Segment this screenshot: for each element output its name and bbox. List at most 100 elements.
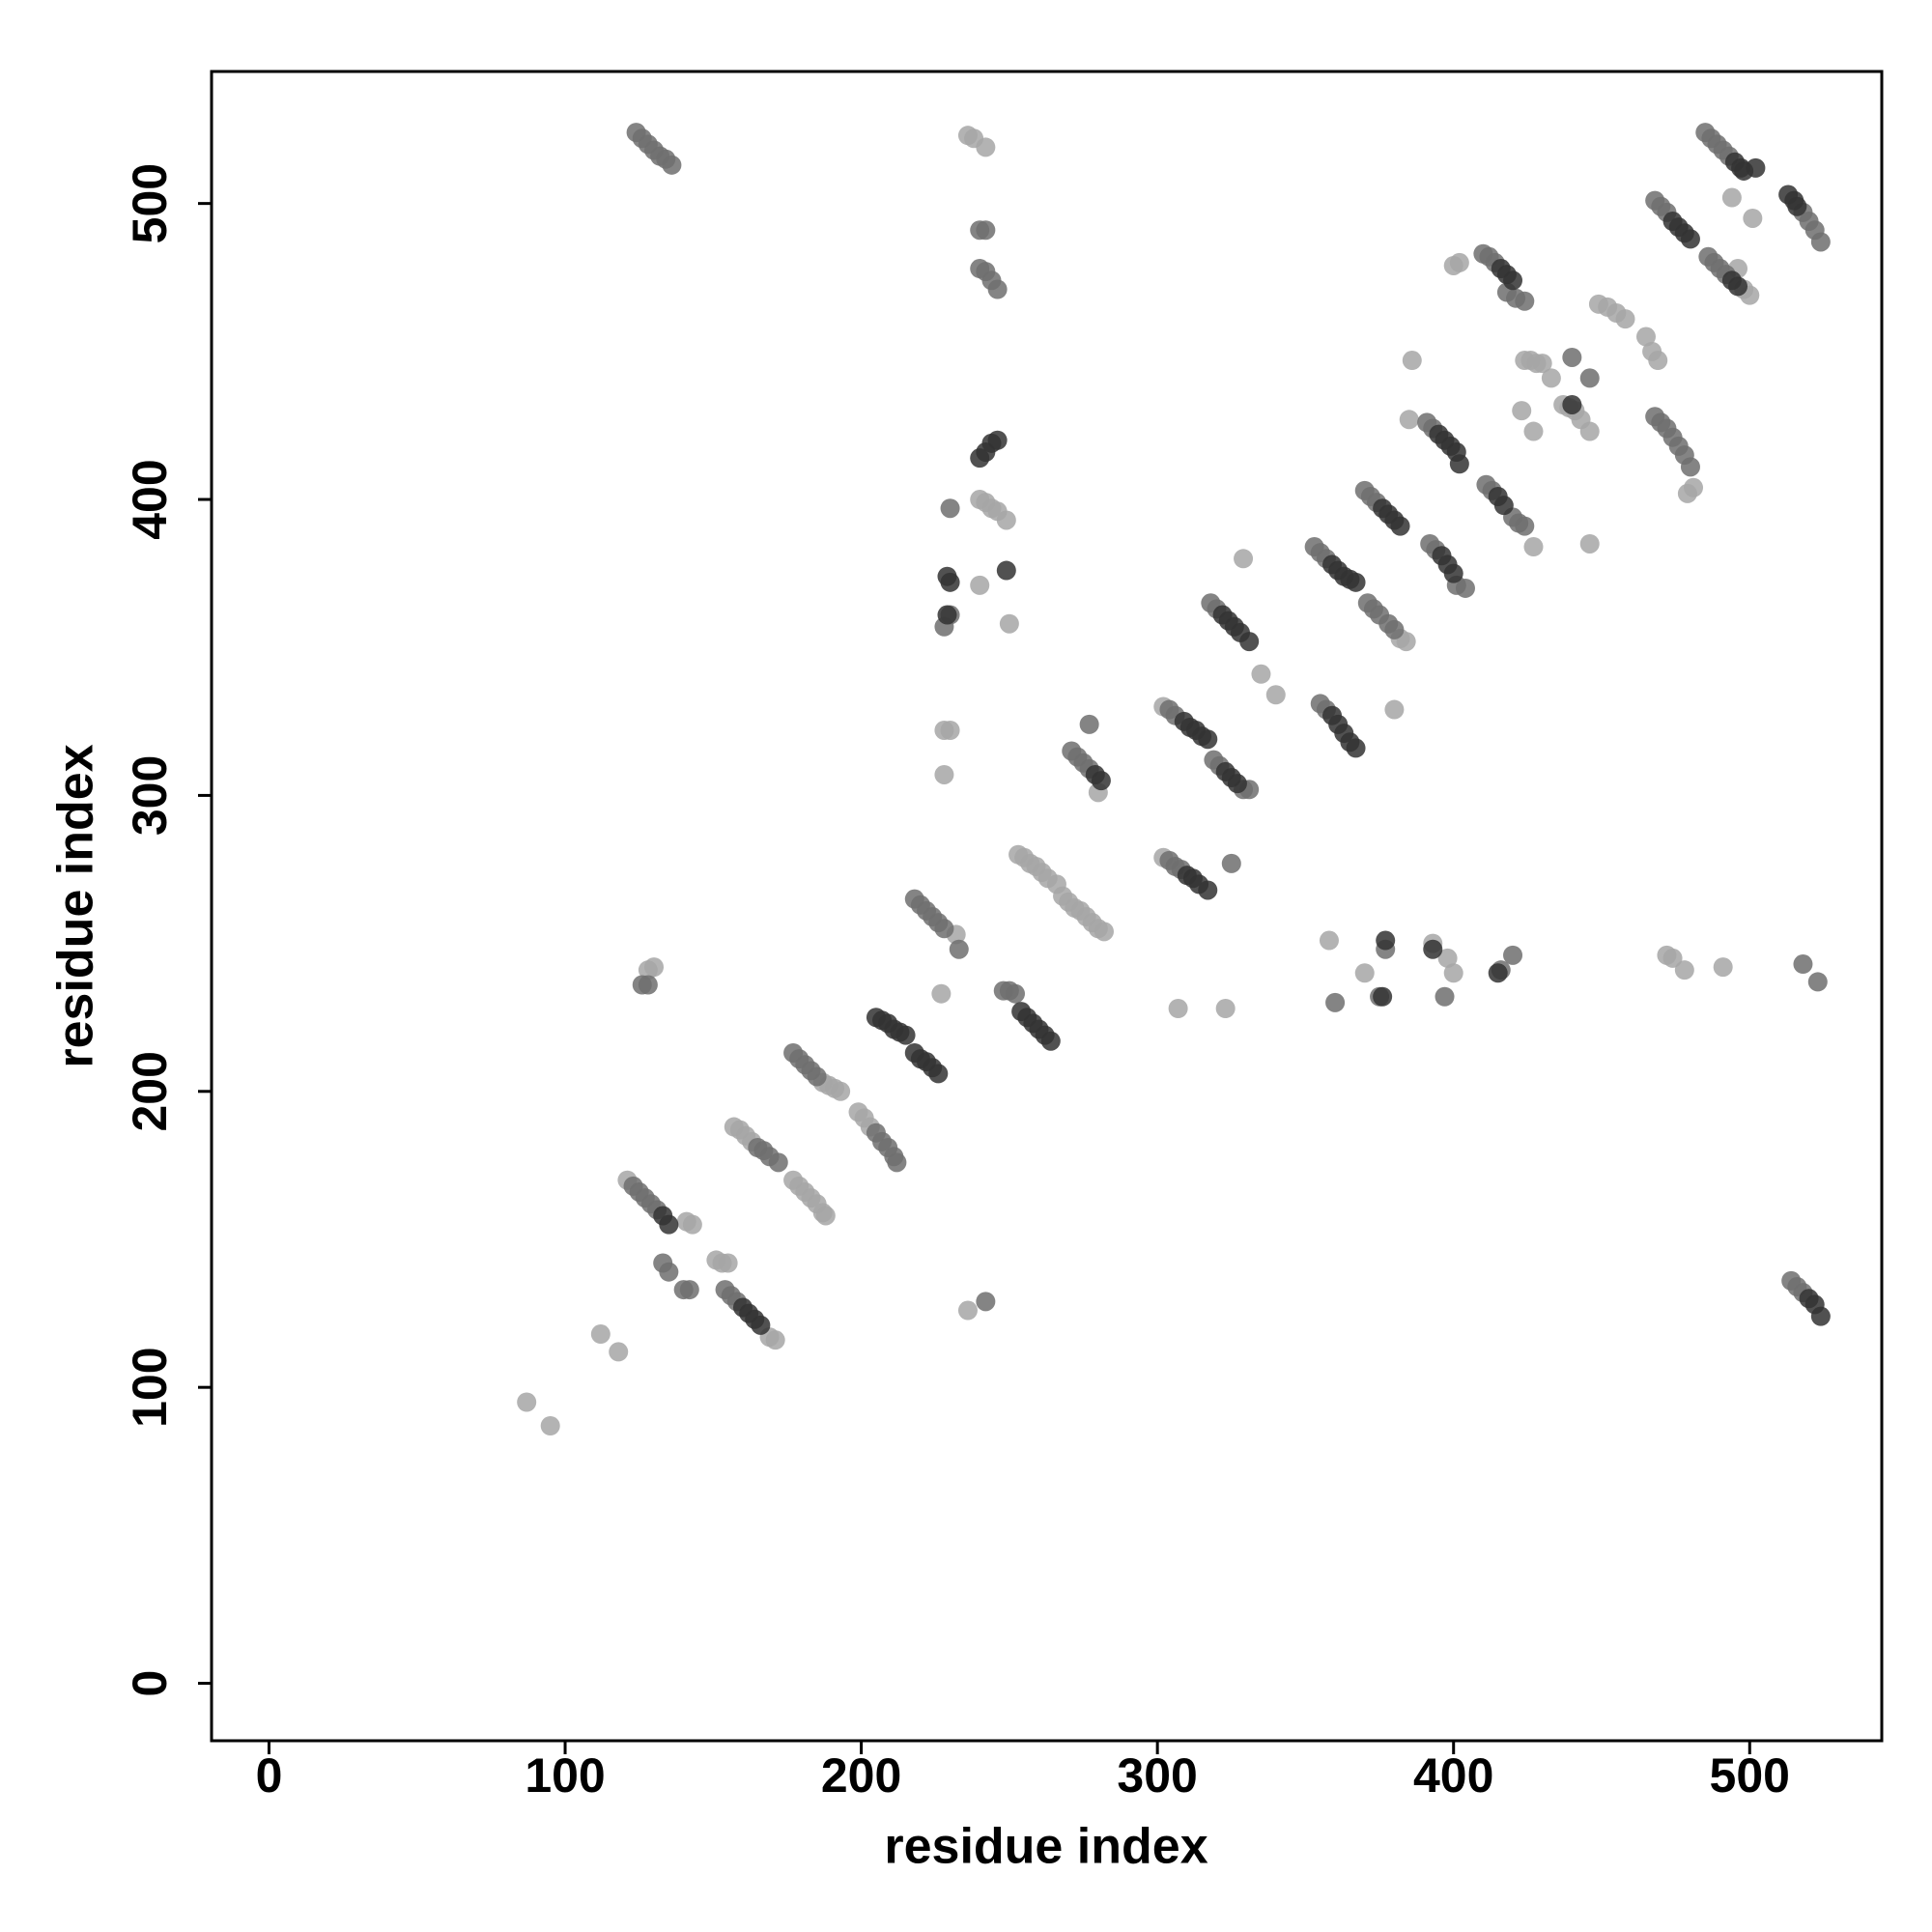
point — [940, 721, 960, 741]
x-tick-label: 0 — [256, 1748, 283, 1803]
point — [1040, 1031, 1061, 1051]
plot-frame — [210, 70, 1884, 1743]
point — [1648, 351, 1668, 371]
point — [1094, 922, 1114, 942]
point — [1006, 983, 1026, 1004]
point — [1793, 954, 1813, 975]
point — [976, 220, 996, 241]
point — [1091, 771, 1111, 791]
point — [1443, 963, 1463, 983]
point — [999, 613, 1019, 634]
point — [1493, 496, 1514, 516]
point — [768, 1152, 788, 1173]
point — [970, 575, 990, 595]
point — [1541, 368, 1561, 388]
point — [1713, 957, 1733, 978]
point — [1390, 516, 1410, 536]
y-tick-label: 100 — [123, 1347, 177, 1427]
point — [1449, 454, 1469, 474]
point — [1399, 410, 1419, 430]
point — [1674, 960, 1694, 980]
point — [1810, 232, 1831, 252]
point — [957, 1300, 978, 1321]
point — [673, 1280, 694, 1300]
point — [1402, 351, 1422, 371]
point — [940, 572, 960, 592]
point — [1079, 714, 1099, 734]
point — [976, 137, 996, 157]
point — [1523, 421, 1544, 441]
point — [1435, 986, 1455, 1007]
point — [937, 605, 957, 625]
point — [1488, 963, 1508, 983]
point — [1384, 619, 1405, 639]
point — [1662, 948, 1683, 968]
point — [676, 1211, 696, 1232]
point — [659, 1214, 679, 1235]
point — [887, 1152, 907, 1173]
point — [765, 1330, 785, 1350]
point — [1503, 945, 1523, 965]
point — [1437, 948, 1458, 968]
point — [1680, 457, 1700, 477]
point — [1512, 401, 1532, 421]
point — [1198, 729, 1218, 750]
point — [1396, 632, 1416, 652]
point — [1579, 421, 1600, 441]
point — [1455, 578, 1475, 598]
point — [662, 155, 682, 175]
point — [1198, 880, 1218, 900]
point — [1615, 309, 1635, 329]
point — [934, 764, 954, 784]
point — [1227, 774, 1247, 794]
point — [1562, 394, 1582, 414]
point — [934, 919, 954, 939]
point — [931, 983, 952, 1004]
point — [996, 560, 1016, 581]
y-tick-label: 300 — [123, 755, 177, 836]
x-tick-label: 200 — [821, 1748, 901, 1803]
point — [815, 1206, 836, 1226]
point — [1787, 196, 1807, 216]
point — [928, 1064, 949, 1084]
point — [609, 1342, 629, 1362]
point — [1443, 563, 1463, 583]
y-tick-label: 0 — [123, 1670, 177, 1697]
point — [1579, 533, 1600, 554]
point — [1346, 572, 1366, 592]
point — [1423, 939, 1443, 959]
point — [751, 1315, 771, 1335]
point — [1239, 632, 1260, 652]
point — [1221, 853, 1241, 873]
point — [1215, 999, 1236, 1019]
point — [807, 1066, 827, 1087]
point — [1810, 1306, 1831, 1326]
point — [1515, 291, 1535, 311]
point — [1234, 549, 1254, 569]
point — [1721, 187, 1742, 208]
point — [1325, 992, 1346, 1012]
point — [1515, 516, 1535, 536]
point — [1373, 986, 1393, 1007]
point — [1503, 270, 1523, 291]
y-axis-label: residue index — [48, 744, 104, 1067]
x-axis-label: residue index — [884, 1819, 1208, 1875]
point — [644, 957, 665, 978]
y-tick-label: 400 — [123, 459, 177, 539]
point — [1376, 930, 1396, 951]
point — [540, 1416, 560, 1436]
point — [517, 1392, 537, 1412]
point — [987, 430, 1008, 450]
point — [638, 975, 658, 995]
point — [1532, 354, 1552, 374]
point — [1728, 276, 1748, 297]
point — [1449, 252, 1469, 272]
point — [1319, 930, 1339, 951]
point — [1746, 157, 1766, 178]
point — [831, 1081, 851, 1101]
point — [1168, 999, 1188, 1019]
point — [1684, 477, 1704, 497]
point — [996, 510, 1016, 530]
